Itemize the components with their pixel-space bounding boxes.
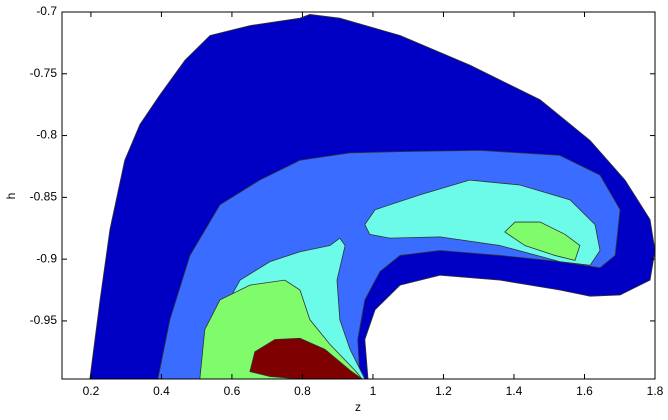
y-tick-label: -0.7 — [36, 4, 57, 18]
x-tick-label: 0.8 — [294, 384, 311, 398]
y-tick-label: -0.75 — [30, 66, 58, 80]
contour-region — [249, 337, 363, 379]
axes-box — [61, 11, 656, 380]
x-tick-label: 0.4 — [153, 384, 170, 398]
x-tick-label: 0.6 — [224, 384, 241, 398]
x-tick-label: 1.8 — [647, 384, 664, 398]
y-axis-label: h — [4, 193, 18, 200]
y-tick-label: -0.85 — [30, 190, 58, 204]
x-axis-label: z — [355, 400, 361, 414]
y-tick-label: -0.95 — [30, 313, 58, 327]
y-tick-label: -0.9 — [36, 251, 57, 265]
contour-region — [504, 221, 581, 261]
x-tick-label: 1.2 — [435, 384, 452, 398]
x-tick-label: 1 — [370, 384, 377, 398]
y-tick-label: -0.8 — [36, 128, 57, 142]
x-tick-label: 0.2 — [83, 384, 100, 398]
plot-area — [89, 14, 655, 379]
x-tick-label: 1.6 — [576, 384, 593, 398]
x-tick-label: 1.4 — [506, 384, 523, 398]
